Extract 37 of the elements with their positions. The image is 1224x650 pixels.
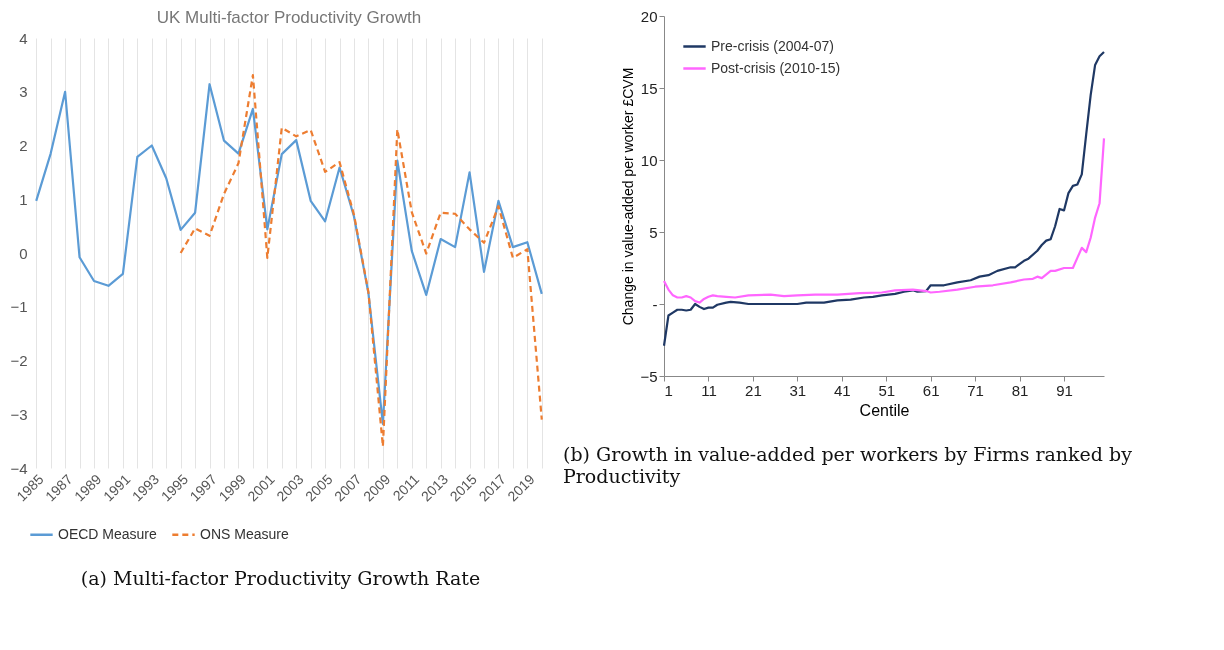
y-axis-title: Change in value-added per worker £CVM — [619, 67, 636, 326]
text: (b) Growth in value-added per workers by Firms ranked by Productivity — [563, 443, 1133, 487]
legend-label: Post-crisis (2010-15) — [710, 59, 840, 76]
text: (a) Multi-factor Productivity Growth Rate — [80, 567, 481, 589]
x-tick-label: 61 — [922, 381, 940, 399]
y-tick-label: 1 — [19, 190, 28, 208]
y-tick-label: −2 — [10, 352, 28, 369]
x-tick-label: 31 — [788, 381, 806, 399]
x-tick-label: 11 — [700, 381, 717, 399]
legend-label: Pre-crisis (2004-07) — [710, 37, 834, 54]
y-tick-label: 0 — [19, 244, 28, 262]
y-tick-label: −1 — [10, 298, 28, 316]
x-tick-label: 51 — [877, 381, 895, 399]
y-tick-label: −4 — [10, 459, 28, 477]
y-tick-label: −5 — [639, 367, 657, 385]
x-axis-title: Centile — [859, 401, 909, 419]
y-tick-label: 15 — [640, 79, 657, 97]
x-tick-label: 21 — [744, 381, 762, 399]
x-tick-label: 71 — [966, 381, 984, 399]
line-series — [179, 73, 543, 448]
line-series — [35, 83, 543, 426]
x-tick-label: 91 — [1055, 381, 1073, 399]
y-tick-label: 2 — [19, 137, 28, 154]
y-tick-label: 20 — [640, 7, 657, 25]
y-tick-label: 5 — [648, 223, 657, 241]
x-tick-label: 41 — [833, 381, 851, 399]
y-tick-label: - — [652, 295, 657, 313]
legend-label: OECD Measure — [58, 525, 158, 542]
y-tick-label: 10 — [640, 151, 657, 169]
x-tick-label: 81 — [1011, 381, 1028, 399]
y-tick-label: 3 — [19, 83, 28, 101]
line-series — [662, 137, 1105, 304]
y-tick-label: 4 — [19, 29, 28, 47]
chart-title: UK Multi-factor Productivity Growth — [156, 8, 422, 27]
x-tick-label: 1 — [664, 381, 673, 399]
legend-label: ONS Measure — [200, 525, 289, 542]
y-tick-label: −3 — [10, 405, 28, 423]
